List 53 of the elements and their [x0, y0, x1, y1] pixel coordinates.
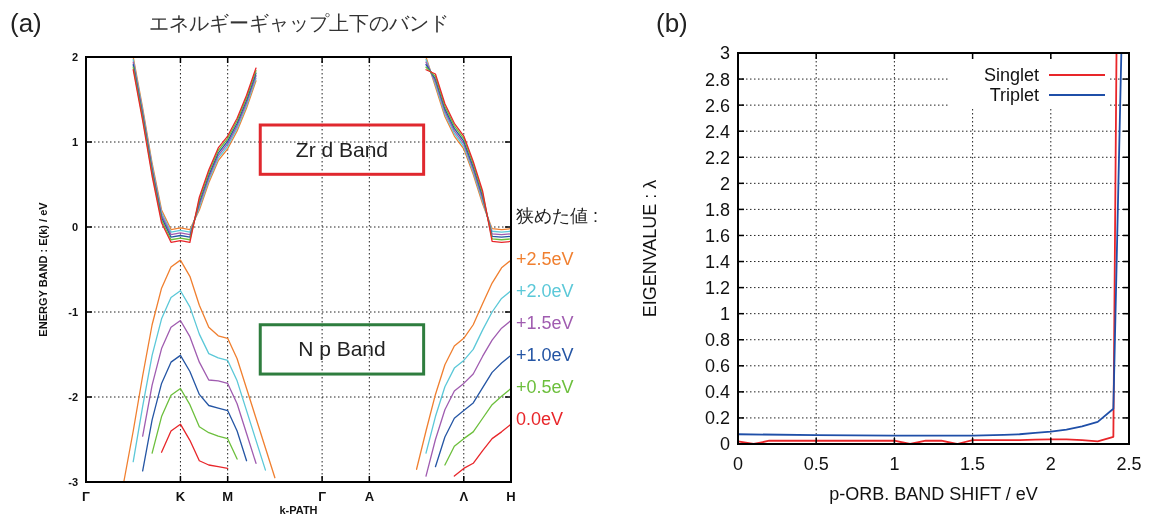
y-tick-label: 0.8	[704, 330, 730, 351]
y-tick-label: 0.4	[704, 382, 730, 403]
text: +1.0eV	[516, 345, 574, 365]
x-tick-label: 1.5	[960, 454, 986, 474]
text: (a)	[10, 8, 42, 38]
y-tick-label: -3	[68, 475, 78, 488]
text: 狭めた値 :	[516, 206, 599, 226]
y-tick-label: 0	[71, 220, 78, 233]
y-tick-label: 2	[719, 173, 730, 194]
y-tick-label: 1.2	[704, 278, 730, 299]
x-tick-label: M	[222, 489, 234, 504]
annotation: N p Band	[298, 337, 386, 361]
y-tick-label: 1	[719, 304, 730, 325]
chart-title: エネルギーギャップ上下のバンド	[148, 12, 449, 34]
x-tick-label: Γ	[318, 489, 327, 504]
x-tick-label: H	[506, 489, 516, 504]
y-tick-label: 1.8	[704, 199, 730, 220]
y-tick-label: 0.2	[704, 408, 730, 429]
x-tick-label: A	[364, 489, 375, 504]
y-tick-label: 0	[719, 434, 730, 455]
text: +1.5eV	[516, 313, 574, 333]
y-tick-label: 1.6	[704, 225, 730, 246]
y-axis-title: ENERGY BAND : E(k) / eV	[37, 201, 49, 337]
y-tick-label: 2	[71, 50, 78, 63]
x-tick-label: 2	[1045, 454, 1056, 474]
legend-label: Singlet	[983, 65, 1039, 85]
x-axis-title: k-PATH	[279, 504, 318, 516]
y-tick-label: 0.6	[704, 356, 730, 377]
y-tick-label: 2.6	[704, 95, 730, 116]
y-tick-label: 1	[71, 135, 78, 148]
y-axis-title: EIGENVALUE : λ	[640, 179, 660, 318]
x-tick-label: 1	[889, 454, 900, 474]
y-tick-label: 1.4	[704, 252, 730, 273]
y-tick-label: 3	[719, 43, 730, 64]
x-tick-label: Γ	[82, 489, 91, 504]
x-tick-label: 0	[732, 454, 744, 474]
x-axis-title: p-ORB. BAND SHIFT / eV	[829, 484, 1038, 504]
y-tick-label: -2	[68, 390, 78, 403]
legend-label: Triplet	[989, 85, 1039, 105]
text: 0.0eV	[516, 409, 564, 429]
y-tick-label: -1	[68, 305, 78, 318]
y-tick-label: 2.2	[704, 147, 730, 168]
x-tick-label: K	[175, 489, 186, 504]
text: (b)	[656, 8, 688, 38]
text: +0.5eV	[516, 377, 574, 397]
y-tick-label: 2.4	[704, 121, 730, 142]
annotation: Zr d Band	[295, 137, 389, 161]
x-tick-label: 2.5	[1116, 454, 1142, 474]
x-tick-label: 0.5	[803, 454, 829, 474]
text: +2.5eV	[516, 249, 574, 269]
text: +2.0eV	[516, 281, 574, 301]
y-tick-label: 2.8	[704, 69, 730, 90]
x-tick-label: Λ	[459, 489, 469, 504]
